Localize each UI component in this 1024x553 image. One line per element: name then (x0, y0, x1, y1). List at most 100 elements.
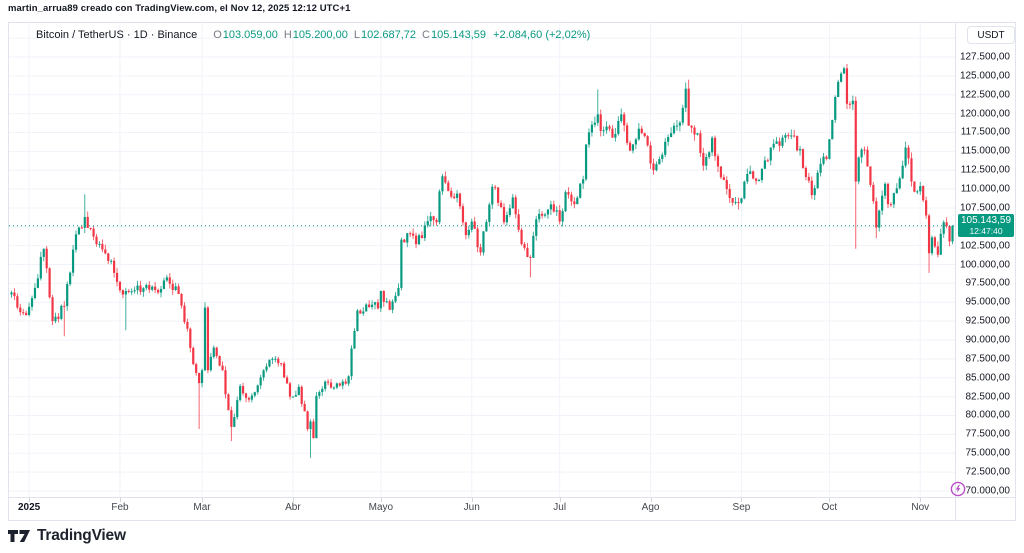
price-tick-label: 85.000,00 (965, 372, 1011, 384)
candle-body (359, 310, 362, 314)
candle-body (283, 363, 286, 378)
candle-body (628, 142, 632, 151)
candle-body (455, 193, 459, 198)
candle-body (719, 166, 723, 178)
candle-body (168, 277, 171, 284)
candle-body (910, 158, 913, 182)
candle-body (142, 288, 145, 292)
candle-body (115, 272, 119, 282)
time-tick-mark (741, 498, 743, 502)
candle-body (180, 293, 183, 306)
candle-body (139, 285, 142, 292)
candle-body (476, 228, 479, 248)
candle-body (39, 256, 42, 279)
candle-body (948, 226, 951, 242)
candle-body (209, 356, 212, 371)
candle-body (643, 133, 646, 137)
currency-toggle-button[interactable]: USDT (967, 26, 1015, 44)
candle-body (869, 166, 872, 185)
time-tick-label: Jul (553, 502, 567, 513)
candle-body (558, 210, 561, 222)
candle-body (206, 307, 210, 371)
candle-body (221, 365, 224, 371)
candle-body (432, 216, 435, 220)
candle-body (517, 214, 520, 230)
candle-body (98, 243, 101, 245)
candle-body (33, 287, 37, 299)
candle-body (288, 383, 292, 397)
candle-body (640, 128, 643, 134)
candle-body (807, 176, 810, 181)
candle-body (247, 397, 251, 400)
candle-body (326, 381, 330, 383)
candle-body (737, 202, 740, 204)
candle-body (716, 156, 720, 167)
candle-body (757, 180, 761, 182)
candle-body (368, 304, 371, 308)
time-tick-mark (650, 498, 652, 502)
bar-countdown: 12:47:40 (969, 225, 1003, 236)
candle-body (461, 206, 465, 223)
candle-body (171, 283, 174, 290)
candle-body (57, 316, 60, 319)
candle-body (508, 208, 511, 215)
candle-body (365, 304, 368, 312)
candle-body (423, 225, 426, 239)
candle-body (658, 159, 661, 165)
candle-body (370, 304, 374, 308)
candlestick-plot[interactable] (9, 23, 955, 497)
candle-body (579, 183, 582, 198)
candle-body (27, 306, 31, 315)
candle-body (412, 233, 415, 236)
candle-body (13, 292, 16, 297)
price-axis[interactable]: 105.143,59 12:47:40 127.500,00 125.000,00… (956, 23, 1015, 497)
tradingview-logo[interactable]: TradingView (8, 527, 126, 545)
candle-body (186, 321, 189, 329)
candle-body (772, 143, 775, 148)
candle-body (538, 213, 541, 220)
candle-body (529, 257, 532, 258)
candle-body (409, 233, 412, 235)
candle-body (344, 381, 347, 384)
low-label: L (353, 29, 360, 41)
candle-body (875, 201, 878, 228)
candle-body (696, 133, 699, 135)
candle-body (705, 156, 708, 166)
candle-body (769, 147, 772, 161)
candle-body (649, 145, 652, 164)
candle-body (810, 180, 813, 196)
candle-body (121, 290, 124, 295)
candle-body (611, 128, 614, 138)
candle-body (749, 171, 752, 174)
candle-body (470, 221, 473, 230)
candle-body (584, 144, 588, 180)
candle-body (734, 202, 737, 204)
candle-body (297, 386, 300, 396)
candle-body (441, 176, 444, 192)
candle-body (546, 209, 550, 215)
candle-body (499, 202, 503, 207)
candle-body (373, 302, 377, 305)
candle-body (458, 193, 462, 207)
candle-body (350, 348, 353, 377)
candle-body (271, 358, 274, 360)
candle-body (268, 359, 271, 367)
candle-body (233, 417, 236, 427)
price-tick-label: 127.500,00 (959, 51, 1010, 63)
boost-lightning-icon[interactable] (950, 481, 966, 497)
candle-body (801, 149, 805, 168)
candle-body (414, 235, 418, 245)
price-tick-label: 110.000,00 (960, 183, 1010, 195)
candle-body (127, 290, 130, 292)
candle-body (385, 301, 388, 303)
time-axis[interactable]: 2025 Feb Mar Abr Mayo Jun Jul Ago Sep Oct Nov (9, 498, 955, 520)
candle-body (599, 114, 602, 131)
candle-body (669, 133, 673, 137)
candle-body (488, 204, 491, 222)
candle-body (10, 292, 13, 295)
candle-body (426, 221, 429, 226)
candle-body (543, 214, 547, 216)
candle-body (71, 249, 75, 273)
candle-body (420, 235, 424, 239)
candle-body (236, 400, 239, 418)
